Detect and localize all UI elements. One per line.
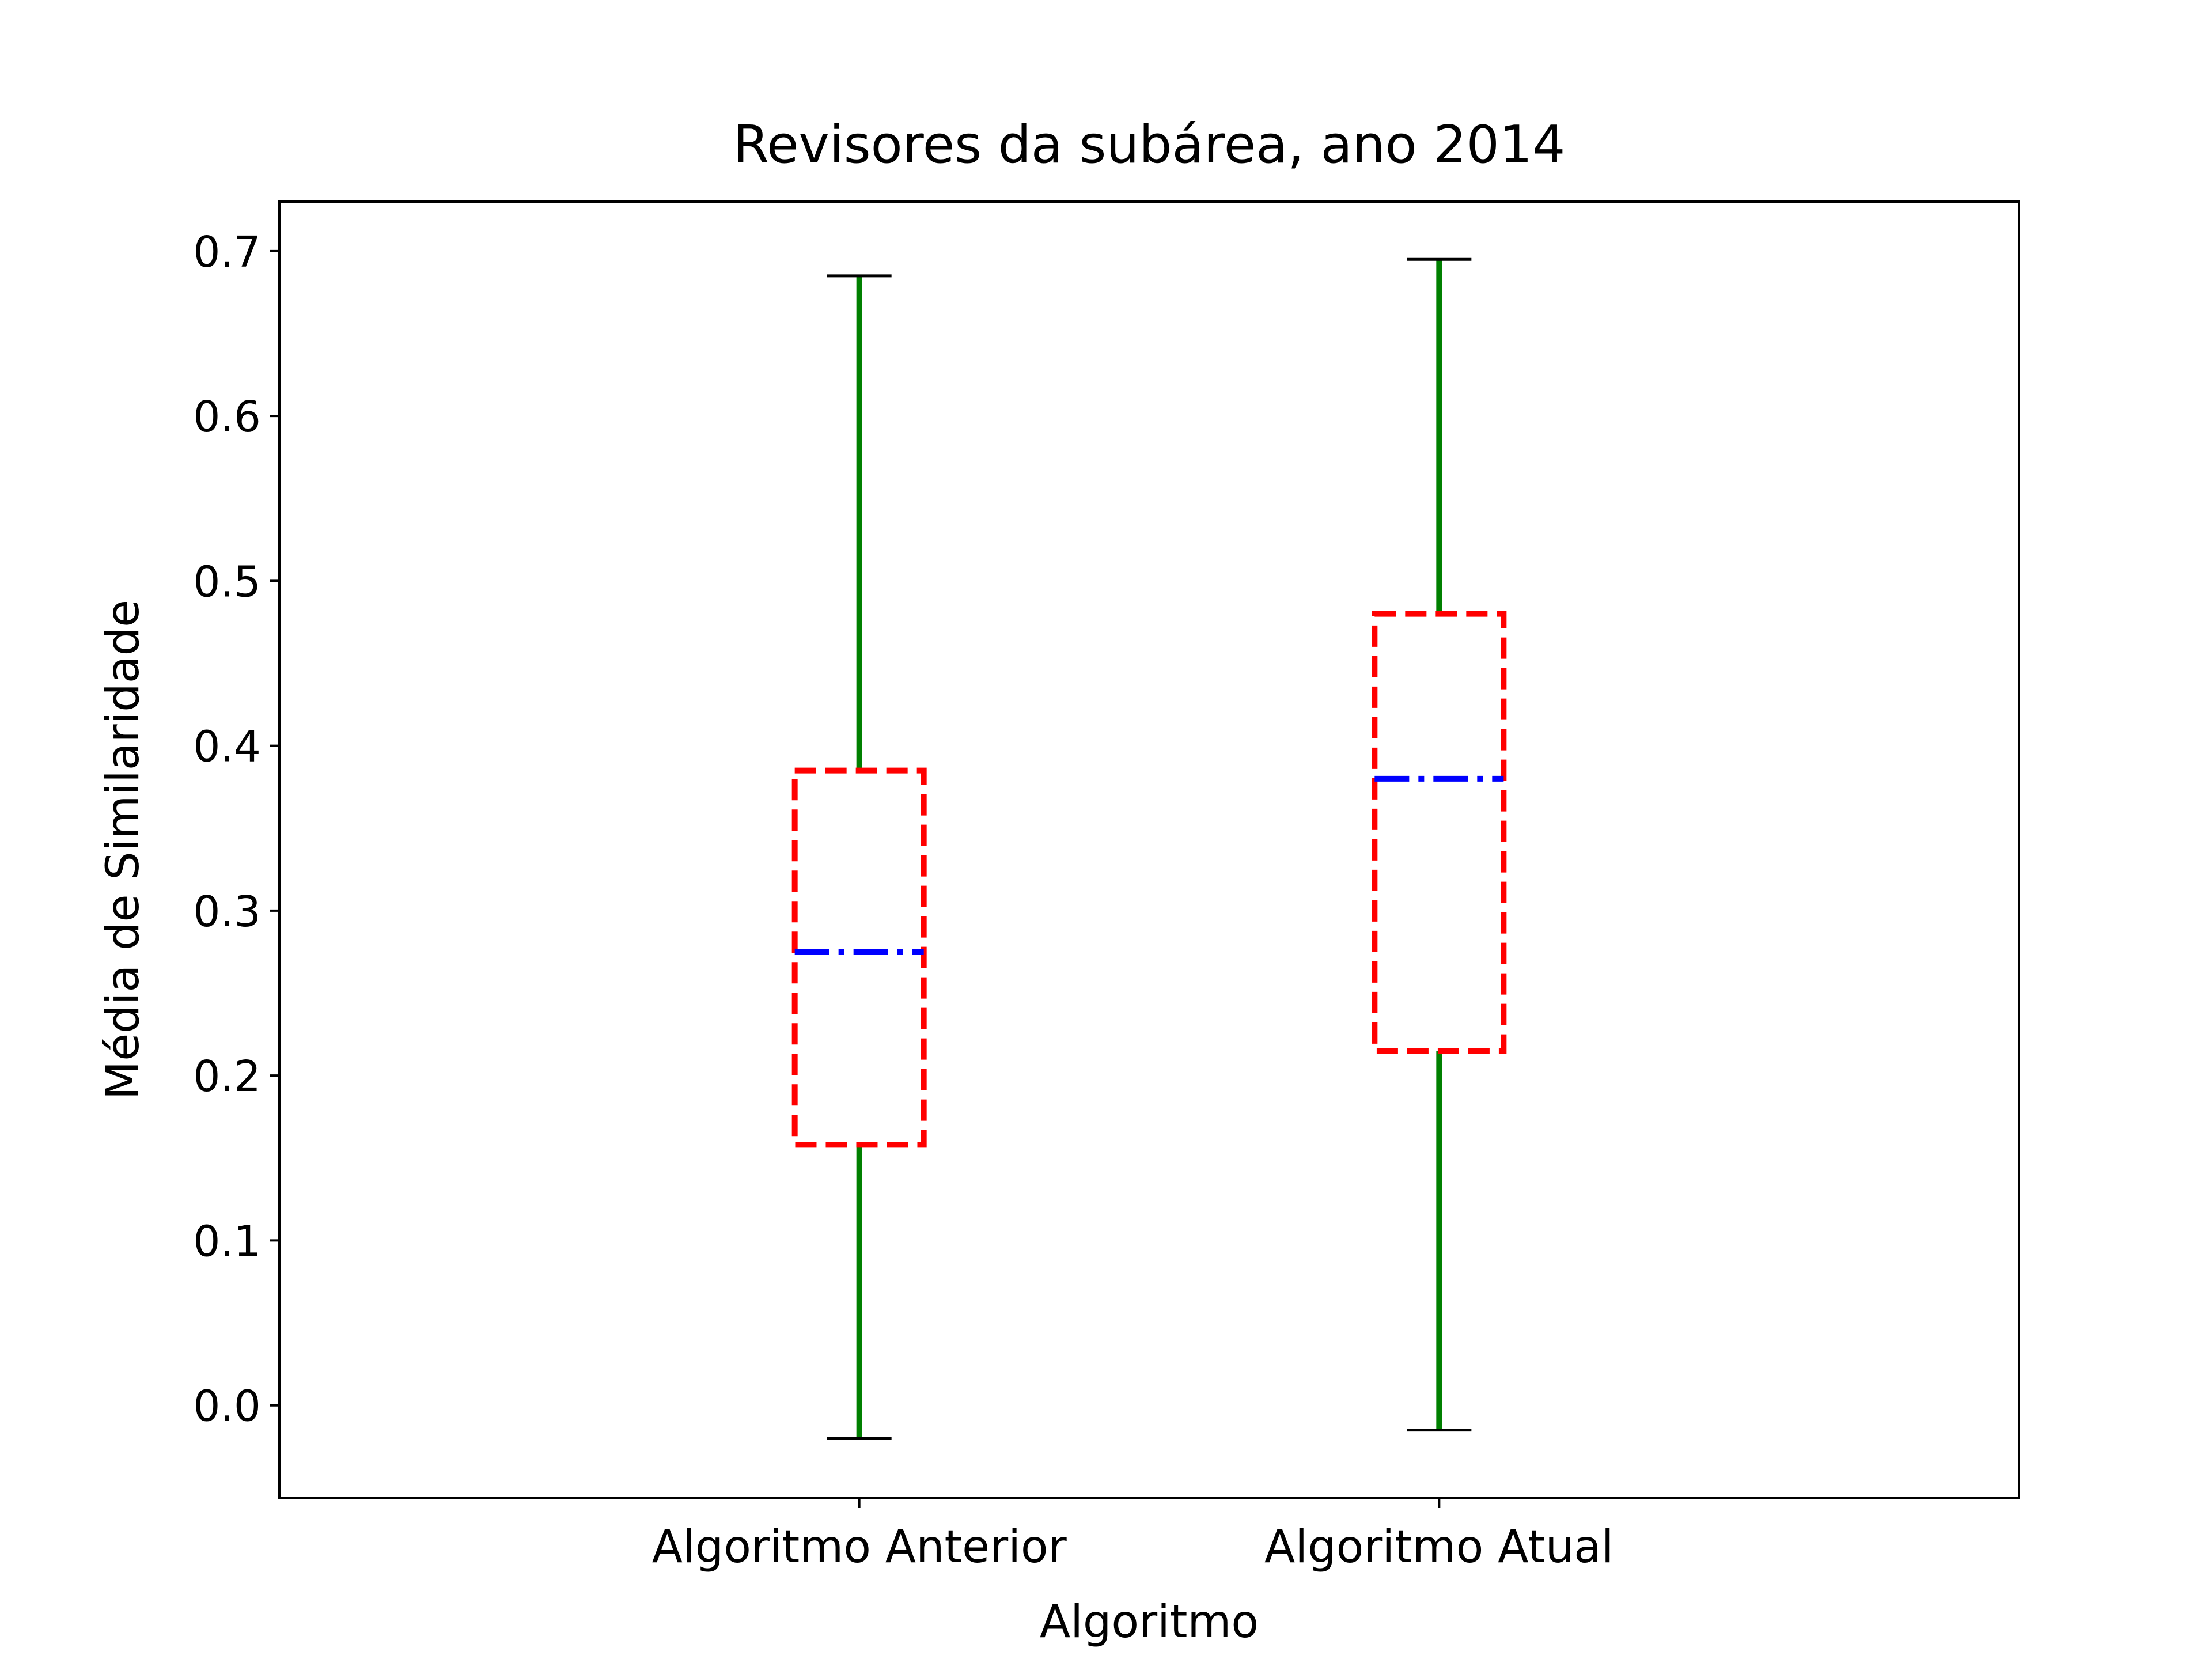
iqr-box	[1372, 611, 1507, 1054]
y-tick-label: 0.0	[193, 1382, 261, 1431]
x-tick-label: Algoritmo Atual	[1264, 1521, 1614, 1573]
y-tick-label: 0.6	[193, 392, 261, 442]
x-tick-label: Algoritmo Anterior	[652, 1521, 1067, 1573]
y-tick-label: 0.5	[193, 557, 261, 607]
box-group	[791, 274, 927, 1440]
plot-area	[791, 257, 1507, 1440]
x-axis: Algoritmo Anterior Algoritmo Atual	[652, 1498, 1614, 1573]
box-group	[1372, 257, 1507, 1432]
y-axis-label: Média de Similaridade	[97, 600, 149, 1100]
y-tick-label: 0.4	[193, 722, 261, 772]
y-tick-label: 0.7	[193, 228, 261, 277]
y-tick-label: 0.3	[193, 887, 261, 937]
x-axis-label: Algoritmo	[1040, 1596, 1259, 1648]
y-axis: 0.0 0.1 0.2 0.3 0.4 0.5 0.6 0.7	[193, 228, 279, 1431]
y-tick-label: 0.2	[193, 1052, 261, 1101]
chart-title: Revisores da subárea, ano 2014	[733, 115, 1566, 175]
y-tick-label: 0.1	[193, 1217, 261, 1266]
iqr-box	[791, 767, 927, 1148]
axes-frame	[278, 200, 2020, 1499]
